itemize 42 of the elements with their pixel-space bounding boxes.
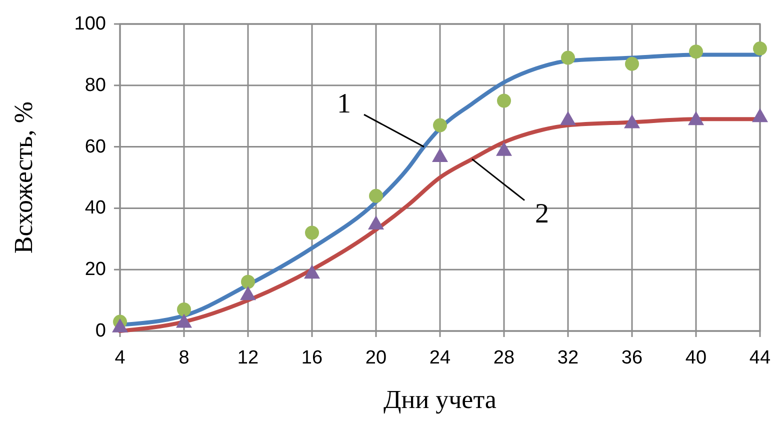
point: [176, 314, 192, 328]
x-tick-label: 16: [301, 348, 323, 368]
point: [752, 108, 768, 122]
point: [688, 111, 704, 126]
point: [753, 42, 767, 56]
x-tick-label: 40: [685, 348, 707, 368]
point: [368, 216, 384, 230]
y-tick-label: 0: [95, 320, 106, 342]
point: [177, 302, 191, 317]
annotation: 2: [535, 198, 549, 230]
x-tick-label: 24: [429, 348, 451, 368]
point: [625, 56, 639, 71]
x-tick-label: 36: [621, 348, 643, 368]
x-tick-label: 8: [178, 348, 190, 368]
y-tick-label: 20: [84, 259, 106, 280]
y-axis-title: Всхожесть, %: [9, 101, 38, 254]
x-tick-label: 32: [557, 348, 579, 368]
y-tick-label: 60: [84, 136, 106, 158]
x-tick-label: 12: [237, 348, 259, 368]
y-tick-label: 40: [84, 198, 106, 219]
point: [560, 111, 576, 126]
point: [497, 94, 511, 108]
x-tick-label: 20: [365, 348, 387, 368]
x-tick-label: 44: [749, 348, 771, 368]
point: [369, 188, 383, 203]
point: [689, 44, 703, 59]
annotation: 1: [337, 88, 351, 120]
point: [432, 148, 448, 162]
y-tick-label: 100: [74, 14, 106, 34]
point: [624, 114, 640, 128]
x-tick-label: 28: [493, 348, 515, 368]
x-axis-title: Дни учета: [384, 385, 497, 414]
point: [240, 286, 256, 300]
point: [496, 142, 512, 156]
x-tick-label: 4: [114, 348, 126, 368]
point: [112, 318, 128, 332]
point: [561, 50, 575, 65]
point: [304, 264, 320, 279]
point: [305, 226, 319, 240]
y-tick-label: 80: [84, 74, 106, 96]
point: [241, 274, 255, 289]
point: [433, 118, 447, 132]
